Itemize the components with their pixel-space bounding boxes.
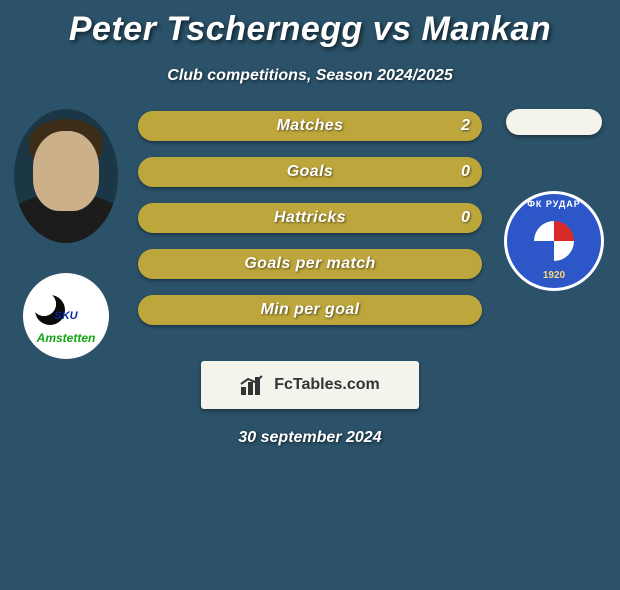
player-left-photo	[14, 109, 118, 243]
badge-right-year: 1920	[504, 270, 604, 281]
badge-right-ring: ФК РУДАР	[504, 199, 604, 209]
badge-left-line1: SKU	[54, 311, 77, 322]
stat-label: Hattricks	[274, 209, 346, 227]
site-logo-text: FcTables.com	[274, 376, 380, 394]
report-date: 30 september 2024	[0, 429, 620, 447]
stat-bars: Matches 2 Goals 0 Hattricks 0 Goals per match M…	[138, 111, 482, 341]
stat-value-left: 2	[461, 111, 470, 141]
stat-value-left: 0	[461, 203, 470, 233]
site-logo-box: FcTables.com	[201, 361, 419, 409]
stat-row: Min per goal	[138, 295, 482, 325]
stat-row: Goals per match	[138, 249, 482, 279]
player-right-column: ФК РУДАР 1920	[494, 109, 614, 291]
comparison-panel: SKU Amstetten ФК РУДАР 1920 Matches 2 Goal…	[0, 97, 620, 537]
stat-row: Goals 0	[138, 157, 482, 187]
badge-left-line2: Amstetten	[23, 331, 109, 345]
badge-right-swirl-icon	[534, 221, 574, 261]
stat-row: Matches 2	[138, 111, 482, 141]
club-badge-left: SKU Amstetten	[23, 273, 109, 359]
subtitle: Club competitions, Season 2024/2025	[0, 67, 620, 85]
club-badge-right: ФК РУДАР 1920	[504, 191, 604, 291]
bar-chart-icon	[240, 374, 266, 396]
stat-label: Min per goal	[260, 301, 359, 319]
page-title: Peter Tschernegg vs Mankan	[0, 10, 620, 49]
player-left-column: SKU Amstetten	[6, 109, 126, 359]
stat-label: Goals	[287, 163, 333, 181]
player-right-photo-placeholder	[506, 109, 602, 135]
stat-label: Matches	[277, 117, 344, 135]
stat-label: Goals per match	[244, 255, 375, 273]
stat-value-left: 0	[461, 157, 470, 187]
stat-row: Hattricks 0	[138, 203, 482, 233]
